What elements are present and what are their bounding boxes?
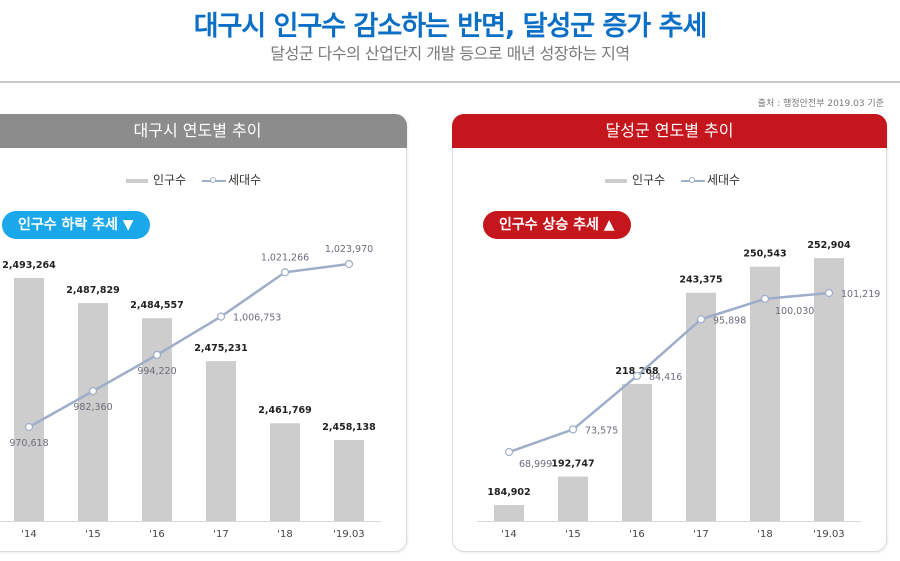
page-title: 대구시 인구수 감소하는 반면, 달성군 증가 추세	[193, 11, 708, 42]
population-up-badge: 인구수 상승 추세 ▲	[483, 211, 631, 239]
daegu-households-point	[216, 312, 226, 321]
dalseong-x-tick-label: '15	[565, 529, 580, 540]
dalseong-households-label: 101,219	[841, 289, 880, 300]
bar-legend-swatch	[605, 178, 627, 183]
legend-households: 세대수	[706, 173, 741, 187]
dalseong-population-label: 184,902	[487, 487, 530, 498]
dalseong-households-line	[508, 291, 830, 454]
daegu-households-label: 982,360	[73, 402, 112, 413]
daegu-chart-panel: 대구시 연도별 추이 인구수 세대수 인구수 하락 추세 ▼	[0, 114, 407, 552]
dalseong-households-point	[568, 425, 578, 434]
dalseong-population-bar	[750, 266, 780, 521]
daegu-population-label: 2,487,829	[66, 285, 120, 296]
dalseong-x-tick-label: '16	[629, 529, 644, 540]
daegu-households-point	[344, 259, 354, 269]
daegu-x-tick-label: '15	[85, 529, 100, 540]
daegu-households-point	[152, 350, 162, 359]
daegu-population-label: 2,458,138	[322, 422, 376, 433]
bar-legend-swatch	[126, 178, 148, 183]
dalseong-population-label: 250,543	[743, 249, 786, 260]
daegu-population-bar	[334, 439, 364, 521]
dalseong-population-bar	[494, 505, 524, 521]
dalseong-panel-title: 달성군 연도별 추이	[452, 114, 887, 148]
daegu-households-point	[280, 268, 290, 277]
daegu-x-tick-label: '14	[21, 529, 36, 540]
population-down-badge: 인구수 하락 추세 ▼	[2, 211, 150, 239]
dalseong-households-point	[760, 294, 770, 303]
dalseong-households-point	[696, 315, 706, 324]
dalseong-households-point	[632, 371, 642, 381]
dalseong-x-tick-label: '18	[757, 529, 772, 540]
daegu-x-tick-label: '19.03	[333, 529, 364, 540]
dalseong-population-bar	[686, 292, 716, 521]
daegu-population-label: 2,461,769	[258, 405, 312, 416]
daegu-population-label: 2,493,264	[2, 260, 56, 271]
page-subtitle: 달성군 다수의 산업단지 개발 등으로 매년 성장하는 지역	[270, 44, 630, 63]
legend-households: 세대수	[227, 173, 262, 187]
daegu-households-label: 970,618	[9, 438, 48, 449]
daegu-households-label: 994,220	[137, 366, 176, 377]
daegu-panel-title: 대구시 연도별 추이	[0, 114, 407, 148]
dalseong-households-point	[504, 447, 514, 457]
dalseong-population-label: 192,747	[551, 459, 594, 470]
dalseong-x-tick-label: '14	[501, 529, 516, 540]
line-legend-swatch	[680, 176, 705, 183]
dalseong-population-bar	[622, 383, 652, 521]
daegu-x-tick-label: '16	[149, 529, 164, 540]
daegu-legend: 인구수 세대수	[126, 171, 261, 188]
daegu-population-bar	[270, 423, 300, 521]
daegu-x-tick-label: '17	[213, 529, 228, 540]
dalseong-population-label: 252,904	[807, 240, 851, 251]
daegu-households-point	[88, 387, 98, 396]
legend-population: 인구수	[153, 173, 187, 187]
dalseong-legend: 인구수 세대수	[605, 171, 740, 188]
daegu-population-label: 2,484,557	[130, 300, 184, 311]
dalseong-households-label: 68,999	[519, 459, 552, 470]
dalseong-households-point	[824, 288, 834, 298]
daegu-households-point	[24, 422, 34, 432]
line-legend-swatch	[201, 176, 226, 183]
daegu-population-bar	[206, 361, 236, 521]
daegu-households-label: 1,021,266	[261, 252, 309, 263]
daegu-households-label: 1,006,753	[233, 313, 281, 324]
dalseong-x-tick-label: '17	[693, 529, 708, 540]
legend-population: 인구수	[632, 173, 666, 187]
daegu-population-label: 2,475,231	[194, 343, 248, 354]
dalseong-population-label: 218,268	[615, 366, 659, 377]
dalseong-households-label: 95,898	[713, 315, 746, 326]
dalseong-population-label: 243,375	[679, 275, 722, 286]
divider	[0, 81, 900, 83]
dalseong-households-label: 84,416	[649, 372, 682, 383]
daegu-households-line	[28, 262, 350, 429]
daegu-x-tick-label: '18	[277, 529, 292, 540]
daegu-households-label: 1,023,970	[325, 244, 373, 255]
dalseong-households-label: 73,575	[585, 425, 618, 436]
dalseong-population-bar	[558, 476, 588, 521]
source-note: 출처 : 행정안전부 2019.03 기준	[757, 99, 884, 109]
daegu-population-bar	[78, 303, 108, 521]
dalseong-population-bar	[814, 258, 844, 521]
daegu-population-bar	[14, 277, 44, 521]
dalseong-households-label: 100,030	[775, 306, 814, 317]
dalseong-x-tick-label: '19.03	[813, 529, 844, 540]
